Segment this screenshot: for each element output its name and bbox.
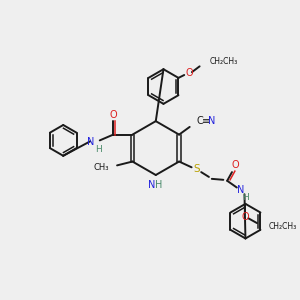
Text: N: N [148, 180, 156, 190]
Text: O: O [110, 110, 117, 120]
Text: H: H [155, 180, 162, 190]
Text: N: N [237, 185, 244, 195]
Text: CH₂CH₃: CH₂CH₃ [268, 222, 297, 231]
Text: N: N [87, 137, 94, 147]
Text: ≡: ≡ [202, 116, 210, 126]
Text: N: N [208, 116, 215, 126]
Text: O: O [242, 212, 249, 222]
Text: CH₂CH₃: CH₂CH₃ [209, 57, 238, 66]
Text: C: C [197, 116, 204, 126]
Text: O: O [185, 68, 193, 78]
Text: H: H [95, 145, 102, 154]
Text: CH₃: CH₃ [94, 163, 110, 172]
Text: S: S [193, 164, 200, 174]
Text: H: H [242, 193, 249, 202]
Text: O: O [231, 160, 239, 170]
